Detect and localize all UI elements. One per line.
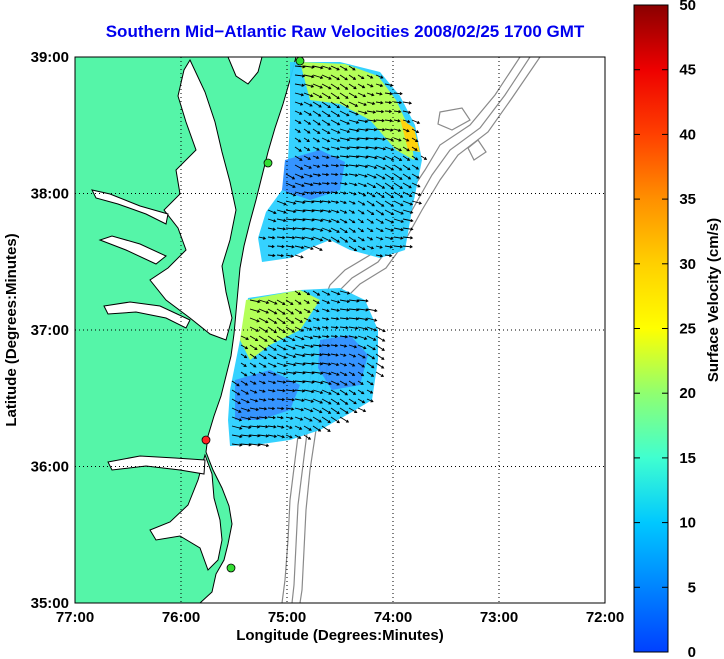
colorbar-tick-label: 25: [679, 321, 696, 338]
y-tick-label: 35:00: [31, 595, 69, 612]
colorbar-ticks: [634, 4, 668, 653]
y-axis-label: Latitude (Degrees:Minutes): [3, 233, 20, 426]
colorbar-tick-label: 45: [679, 62, 696, 79]
radar-sites: [201, 57, 305, 573]
colorbar-tick-label: 50: [679, 0, 696, 14]
delaware-bay: [227, 57, 263, 85]
y-tick-label: 38:00: [31, 186, 69, 203]
chesapeake-bay: [149, 58, 237, 341]
plot-frame: [74, 56, 606, 604]
james-river: [103, 301, 191, 329]
velocity-region-north-peak: [400, 118, 420, 152]
colorbar-tick-label: 10: [679, 515, 696, 532]
colorbar-tick-label: 40: [679, 126, 696, 143]
radar-site-marker: [226, 563, 236, 573]
colorbar-tick-label: 0: [688, 644, 696, 659]
x-tick-label: 76:00: [162, 609, 200, 626]
gridlines: [75, 57, 605, 603]
x-tick-label: 77:00: [56, 609, 94, 626]
map-title: Southern Mid−Atlantic Raw Velocities 200…: [105, 22, 585, 41]
x-tick-label: 74:00: [374, 609, 412, 626]
velocity-region-south-fast: [240, 290, 320, 360]
velocity-arrow-set: [231, 65, 428, 448]
radar-site-marker: [201, 435, 211, 445]
velocity-region-north-fast: [300, 62, 414, 160]
colorbar-tick-label: 20: [679, 385, 696, 402]
velocity-region-south-slow-2: [318, 335, 368, 390]
colorbar-tick-label: 30: [679, 256, 696, 273]
x-axis-label: Longitude (Degrees:Minutes): [236, 627, 444, 644]
velocity-arrows: [231, 65, 428, 448]
pamlico-sound: [149, 453, 223, 571]
x-tick-label: 73:00: [480, 609, 518, 626]
radar-site-marker: [263, 158, 273, 168]
rappahannock-river: [98, 235, 167, 265]
y-tick-label: 39:00: [31, 49, 69, 66]
y-tick-label: 36:00: [31, 459, 69, 476]
velocity-region-north-slow: [282, 150, 345, 200]
colorbar-tick-label: 15: [679, 450, 696, 467]
x-tick-label: 72:00: [586, 609, 624, 626]
y-tick-label: 37:00: [31, 322, 69, 339]
colorbar-tick-label: 35: [679, 191, 696, 208]
x-tick-label: 75:00: [268, 609, 306, 626]
colorbar-tick-label: 5: [688, 579, 696, 596]
colorbar-label: Surface Velocity (cm/s): [705, 218, 722, 382]
potomac-river: [91, 189, 169, 225]
radar-site-marker: [295, 57, 305, 66]
